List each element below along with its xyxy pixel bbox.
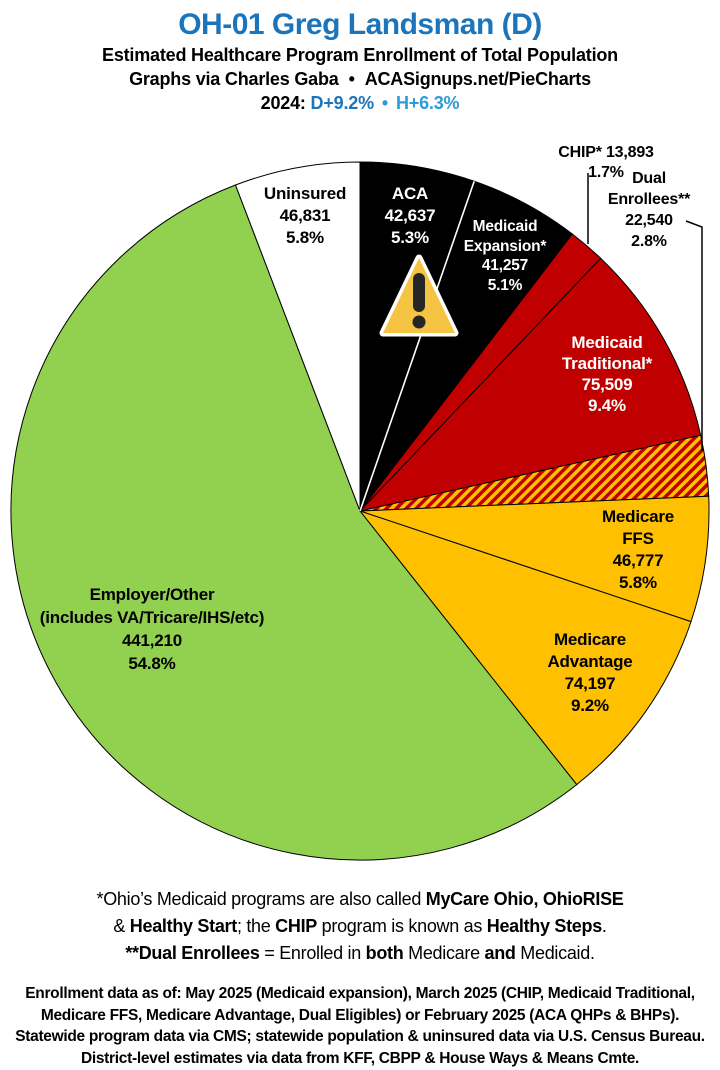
footnote-bold-text: Healthy Start [129, 916, 237, 936]
page-title: OH-01 Greg Landsman (D) [178, 8, 542, 41]
source-note: Enrollment data as of: May 2025 (Medicai… [0, 983, 720, 1069]
footnote-text: ; the [236, 916, 276, 936]
pie-slice-medicare-advantage [358, 509, 692, 786]
pie-slice-employer-other [10, 184, 578, 861]
pie-slice-uninsured [234, 161, 361, 512]
footnote-text: program is known as [316, 916, 487, 936]
source-note-line-2: Medicare FFS, Medicare Advantage, Dual E… [40, 1006, 680, 1024]
pie-slice-medicare-ffs [359, 495, 710, 623]
credit-line: Graphs via Charles Gaba • ACASignups.net/P… [0, 69, 720, 90]
footnote-bold-text: both [365, 943, 404, 963]
footnote-text: Medicare [403, 943, 485, 963]
footnote-bold-text: **Dual Enrollees [125, 943, 260, 963]
pie-chart [0, 150, 720, 870]
slice-divider-line [359, 180, 475, 512]
lean-d-value: D+9.2% [310, 93, 375, 113]
footnote-bold-text: Healthy Steps [486, 916, 602, 936]
chart-subtitle: Estimated Healthcare Program Enrollment … [102, 45, 618, 65]
source-note-line-4: District-level estimates via data from K… [80, 1049, 640, 1067]
partisan-lean-line: 2024: D+9.2% • H+6.3% [0, 93, 720, 114]
warning-icon [379, 254, 459, 337]
credit-site: ACASignups.net/PieCharts [364, 69, 591, 89]
footnote-text: . [601, 916, 607, 936]
footnote-line-1: *Ohio’s Medicaid programs are also calle… [0, 886, 720, 913]
lean-year-label: 2024: [260, 93, 306, 113]
footnote-text: Medicaid. [515, 943, 595, 963]
footnote-bold-text: and [484, 943, 516, 963]
footnote-text: & [113, 916, 130, 936]
footnote-bold-text: CHIP [275, 916, 317, 936]
dual-enrollees-leader-line [685, 220, 703, 451]
lean-h-value: H+6.3% [395, 93, 460, 113]
footnote-text: *Ohio’s Medicaid programs are also calle… [96, 889, 426, 909]
credit-author: Graphs via Charles Gaba [129, 69, 339, 89]
pie-chart-svg [10, 161, 710, 861]
bullet-separator: • [348, 69, 355, 89]
bullet-separator: • [381, 93, 388, 113]
footnote-line-3: **Dual Enrollees = Enrolled in both Medi… [0, 940, 720, 967]
footnote-line-2: & Healthy Start; the CHIP program is kno… [0, 913, 720, 940]
footnote-text: = Enrolled in [259, 943, 366, 963]
source-note-line-1: Enrollment data as of: May 2025 (Medicai… [25, 985, 695, 1002]
chart-header: OH-01 Greg Landsman (D) Estimated Health… [0, 8, 720, 114]
footnote-block: *Ohio’s Medicaid programs are also calle… [0, 886, 720, 967]
source-note-line-3: Statewide program data via CMS; statewid… [15, 1028, 705, 1045]
footnote-bold-text: MyCare Ohio, OhioRISE [425, 889, 624, 909]
pie-slice-medicaid-traditional [358, 257, 702, 512]
